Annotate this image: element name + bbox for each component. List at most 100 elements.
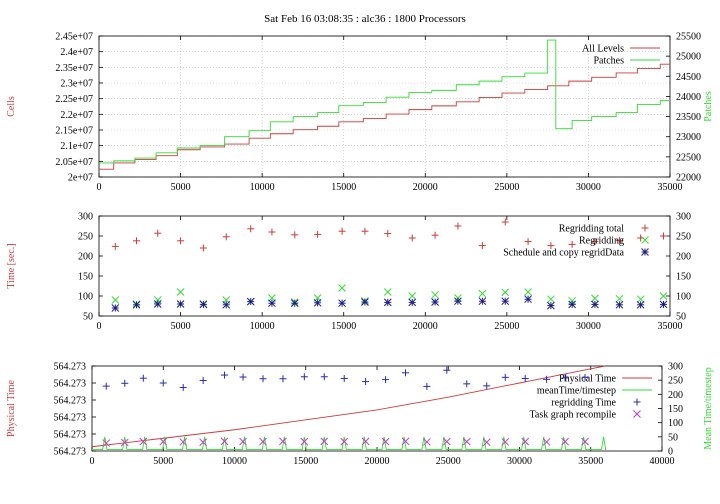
data-point-d2: [176, 288, 185, 296]
data-point-d2: [501, 288, 510, 297]
data-point-d2: [300, 437, 309, 446]
x-tick-label: 30000: [576, 182, 601, 193]
x-tick-label: 10000: [250, 321, 275, 332]
data-point-d2: [401, 437, 410, 446]
data-point-d2: [259, 437, 267, 446]
legend-label: Regridding total: [559, 224, 624, 235]
legend-marker-d2: [641, 248, 649, 256]
y-tick-label-right: 150: [676, 272, 691, 283]
y-axis-label-left: Time [sec.]: [6, 243, 17, 288]
legend-label: regridding Time: [551, 398, 616, 409]
data-point-d2: [568, 300, 576, 309]
data-point-d2: [591, 300, 599, 309]
data-point-d2: [547, 301, 555, 310]
x-tick-label: 25000: [436, 456, 461, 467]
series-line: [99, 39, 670, 164]
series-line: [91, 365, 606, 448]
x-tick-label: 30000: [576, 321, 601, 332]
data-point-d2: [454, 297, 462, 306]
figure-title: Sat Feb 16 03:08:35 : alc36 : 1800 Proce…: [264, 13, 466, 25]
y-tick-label-left: 564.273: [54, 379, 87, 390]
y-tick-label-left: 2e+07: [68, 173, 93, 184]
x-tick-label: 35000: [658, 182, 683, 193]
data-point-d2: [615, 300, 624, 309]
data-point-d2: [111, 304, 120, 312]
x-tick-label: 5000: [153, 456, 173, 467]
data-point-d2: [568, 296, 576, 305]
y-tick-label-right: 300: [676, 212, 691, 223]
y-tick-label-left: 564.273: [54, 396, 87, 407]
data-point-d2: [338, 284, 346, 292]
data-point-d2: [361, 298, 369, 306]
data-point-d2: [636, 295, 645, 304]
data-point-d2: [132, 300, 141, 309]
y-tick-label-left: 564.273: [54, 430, 87, 441]
plot-frame: [98, 215, 671, 317]
data-point-d2: [268, 299, 276, 308]
data-point-d2: [659, 300, 668, 309]
y-axis-label-left: Physical Time: [6, 379, 17, 437]
x-tick-label: 15000: [331, 321, 356, 332]
data-point-d2: [111, 296, 120, 304]
legend-label: All Levels: [582, 44, 624, 55]
y-tick-label-right: 250: [676, 232, 691, 243]
data-point-d2: [561, 437, 569, 446]
legend-label: Regridding: [579, 236, 624, 247]
y-tick-label-left: 564.273: [54, 413, 87, 424]
panel-1: 0 5000 10000 15000 20000 25000 30000 35000 2e+07…: [6, 32, 714, 194]
data-point-d2: [222, 300, 231, 309]
legend-marker-d2: [633, 410, 641, 418]
x-tick-label: 35000: [658, 321, 683, 332]
x-tick-label: 35000: [578, 456, 603, 467]
y-tick-label-left: 2.4e+07: [60, 47, 93, 58]
x-tick-label: 5000: [171, 182, 191, 193]
data-point-d2: [501, 297, 510, 306]
y-tick-label-right: 0: [668, 447, 673, 458]
data-point-d2: [524, 288, 532, 296]
y-tick-label-right: 100: [676, 292, 691, 303]
y-tick-label-right: 22000: [676, 173, 701, 184]
data-point-d2: [423, 438, 431, 446]
y-tick-label-left: 250: [78, 232, 93, 243]
x-tick-label: 25000: [494, 321, 519, 332]
x-tick-label: 5000: [171, 321, 191, 332]
x-tick-label: 0: [97, 321, 102, 332]
y-tick-label-left: 100: [78, 292, 93, 303]
data-point-d2: [381, 437, 390, 446]
legend-label: Patches: [593, 56, 624, 67]
data-point-d2: [176, 300, 185, 308]
y-tick-label-left: 300: [78, 212, 93, 223]
y-tick-label-left: 2.05e+07: [55, 157, 93, 168]
x-tick-label: 0: [97, 182, 102, 193]
data-point-d2: [521, 437, 530, 446]
x-tick-label: 0: [90, 456, 95, 467]
y-tick-label-right: 25000: [676, 52, 701, 63]
data-point-d2: [659, 292, 668, 300]
data-point-d2: [139, 437, 148, 446]
y-tick-label-left: 2.45e+07: [55, 32, 93, 43]
legend-label: meanTime/timestep: [537, 386, 616, 397]
data-point-d2: [246, 297, 255, 306]
data-point-d2: [153, 300, 162, 308]
data-point-d2: [279, 437, 287, 446]
y-axis-label-left: Cells: [6, 96, 17, 117]
y-tick-label-left: 50: [83, 312, 93, 323]
y-tick-label-left: 200: [78, 252, 93, 263]
data-point-d2: [290, 299, 299, 308]
panel-3: 0 5000 10000 15000 20000 25000 30000 35000 40000…: [6, 362, 714, 468]
y-tick-label-left: 2.35e+07: [55, 63, 93, 74]
data-point-d2: [478, 289, 487, 298]
x-tick-label: 10000: [250, 182, 275, 193]
x-tick-label: 15000: [293, 456, 318, 467]
y-tick-label-left: 564.273: [54, 447, 87, 458]
data-point-d2: [591, 294, 599, 303]
data-point-d2: [383, 288, 392, 296]
data-point-d2: [361, 437, 370, 446]
data-point-d2: [636, 300, 645, 309]
x-tick-label: 40000: [650, 456, 675, 467]
x-tick-label: 20000: [413, 321, 438, 332]
y-tick-label-right: 24500: [676, 72, 701, 83]
data-point-d2: [159, 437, 168, 446]
series-line-mean-time: [92, 436, 607, 451]
